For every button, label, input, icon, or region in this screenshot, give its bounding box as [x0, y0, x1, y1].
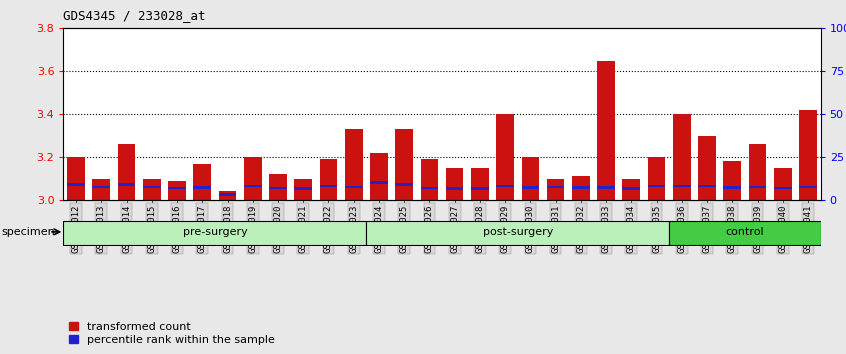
Text: GDS4345 / 233028_at: GDS4345 / 233028_at [63, 9, 206, 22]
Bar [194, 164, 212, 200]
Bar [471, 168, 489, 200]
Bar [118, 183, 135, 186]
Bar [269, 187, 287, 189]
Bar [269, 174, 287, 200]
Bar [420, 187, 438, 189]
Bar [168, 187, 186, 189]
Bar [669, 221, 821, 245]
Bar [168, 181, 186, 200]
Bar [320, 159, 338, 200]
Bar [294, 187, 312, 190]
Bar [92, 185, 110, 188]
Legend: transformed count, percentile rank within the sample: transformed count, percentile rank withi… [69, 321, 275, 345]
Bar [723, 161, 741, 200]
Bar [366, 221, 669, 245]
Bar [521, 157, 539, 200]
Bar [395, 129, 413, 200]
Bar [623, 178, 640, 200]
Bar [345, 129, 363, 200]
Bar [67, 183, 85, 186]
Bar [648, 157, 666, 200]
Bar [749, 185, 766, 188]
Bar [218, 192, 236, 200]
Bar [345, 185, 363, 188]
Bar [774, 187, 792, 189]
Bar [648, 184, 666, 187]
Bar [698, 136, 716, 200]
Bar [320, 184, 338, 187]
Bar [370, 153, 387, 200]
Bar [194, 186, 212, 189]
Bar [572, 186, 590, 189]
Bar [143, 185, 161, 188]
Bar [244, 157, 261, 200]
Bar [623, 187, 640, 190]
Bar [673, 184, 690, 187]
Bar [118, 144, 135, 200]
Bar [218, 193, 236, 196]
Bar [547, 178, 564, 200]
Bar [572, 176, 590, 200]
Bar [497, 184, 514, 187]
Text: specimen: specimen [2, 227, 56, 237]
Bar [395, 183, 413, 186]
Bar [294, 178, 312, 200]
Bar [497, 114, 514, 200]
Bar [471, 187, 489, 190]
Bar [370, 181, 387, 184]
Bar [698, 184, 716, 187]
Bar [723, 186, 741, 189]
Bar [774, 168, 792, 200]
Bar [597, 186, 615, 189]
Text: post-surgery: post-surgery [482, 227, 553, 237]
Bar [673, 114, 690, 200]
Bar [420, 159, 438, 200]
Bar [521, 186, 539, 189]
Text: pre-surgery: pre-surgery [183, 227, 247, 237]
Bar [799, 110, 817, 200]
Bar [547, 185, 564, 188]
Bar [244, 184, 261, 187]
Bar [446, 187, 464, 190]
Bar [143, 178, 161, 200]
Bar [597, 61, 615, 200]
Bar [799, 185, 817, 188]
Bar [92, 178, 110, 200]
Bar [749, 144, 766, 200]
Text: control: control [726, 227, 764, 237]
Bar [446, 168, 464, 200]
Bar [63, 221, 366, 245]
Bar [67, 157, 85, 200]
